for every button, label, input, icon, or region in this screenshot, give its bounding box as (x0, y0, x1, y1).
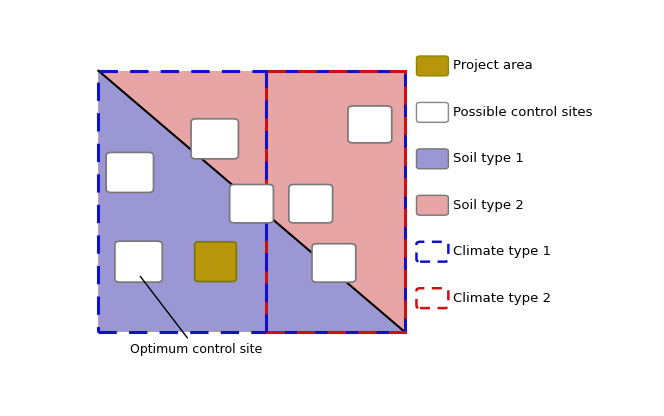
FancyBboxPatch shape (416, 56, 448, 76)
FancyBboxPatch shape (416, 102, 448, 122)
FancyBboxPatch shape (106, 152, 153, 193)
Text: Climate type 1: Climate type 1 (453, 245, 551, 258)
FancyBboxPatch shape (115, 241, 162, 282)
FancyBboxPatch shape (348, 106, 392, 143)
FancyBboxPatch shape (195, 242, 236, 282)
FancyBboxPatch shape (416, 196, 448, 215)
Bar (98, 71, 404, 332)
Text: Climate type 2: Climate type 2 (453, 292, 551, 305)
FancyBboxPatch shape (416, 149, 448, 169)
Polygon shape (98, 71, 404, 332)
FancyBboxPatch shape (230, 184, 274, 223)
Text: Soil type 1: Soil type 1 (453, 152, 524, 165)
Text: Soil type 2: Soil type 2 (453, 199, 524, 212)
FancyBboxPatch shape (312, 244, 356, 282)
Text: Project area: Project area (453, 59, 533, 72)
FancyBboxPatch shape (191, 119, 238, 159)
Text: Possible control sites: Possible control sites (453, 106, 592, 119)
Text: Optimum control site: Optimum control site (130, 276, 262, 356)
FancyBboxPatch shape (289, 184, 333, 223)
